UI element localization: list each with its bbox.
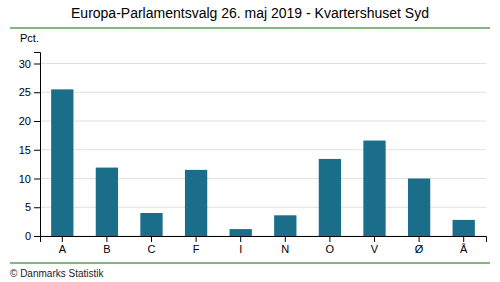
bar: [408, 179, 430, 237]
tick-mark: [196, 236, 197, 242]
title: Europa-Parlamentsvalg 26. maj 2019 - Kva…: [71, 5, 429, 21]
tick: 25: [19, 86, 40, 98]
tick-mark: [419, 236, 420, 242]
tick: C: [148, 236, 156, 255]
grid-line: [40, 121, 486, 122]
tick-mark: [34, 64, 40, 65]
separator: [10, 263, 490, 264]
tick: 10: [19, 173, 40, 185]
tick-label: 15: [19, 144, 31, 156]
tick-mark: [62, 236, 63, 242]
tick: Å: [460, 236, 468, 255]
grid-line: [40, 92, 486, 93]
tick: F: [193, 236, 200, 255]
tick-mark: [34, 150, 40, 151]
tick: 20: [19, 115, 40, 127]
tick: 5: [25, 201, 40, 213]
tick-label: V: [371, 243, 379, 255]
axis-line: [41, 237, 487, 243]
bar: [96, 168, 118, 236]
plot: 0 5 10 15 20 25 30 A B C F I N O V Ø Å: [19, 53, 487, 255]
tick-label: 10: [19, 173, 31, 185]
tick-mark: [374, 236, 375, 242]
y-axis: 0 5 10 15 20 25 30: [19, 53, 41, 243]
tick-label: I: [239, 243, 242, 255]
tick-label: F: [193, 243, 200, 255]
tick-label: Ø: [415, 243, 424, 255]
tick: N: [281, 236, 289, 255]
bars: [51, 89, 475, 236]
tick-label: N: [281, 243, 289, 255]
bar: [51, 89, 73, 236]
bar: [453, 220, 475, 236]
bar: [185, 170, 207, 236]
chart: Europa-Parlamentsvalg 26. maj 2019 - Kva…: [0, 0, 500, 282]
tick-label: B: [103, 243, 110, 255]
separator: [10, 28, 490, 29]
x-axis: ABCFINOVØÅ: [41, 236, 487, 255]
tick-mark: [151, 236, 152, 242]
tick-mark: [34, 207, 40, 208]
tick-mark: [463, 236, 464, 242]
tick-label: O: [326, 243, 335, 255]
tick-mark: [106, 236, 107, 242]
tick-mark: [240, 236, 241, 242]
tick-mark: [34, 179, 40, 180]
tick-mark: [34, 92, 40, 93]
bar: [140, 213, 162, 236]
tick-label: A: [59, 243, 67, 255]
tick: B: [103, 236, 110, 255]
bar: [363, 141, 385, 236]
tick-label: 20: [19, 115, 31, 127]
tick: 0: [25, 230, 40, 242]
tick: 30: [19, 58, 40, 70]
tick-mark: [329, 236, 330, 242]
grid: [40, 64, 486, 237]
grid-line: [40, 63, 486, 64]
bar: [319, 159, 341, 236]
tick-label: 0: [25, 230, 31, 242]
tick: Ø: [415, 236, 424, 255]
tick-label: Å: [460, 243, 468, 255]
tick: I: [239, 236, 242, 255]
bar: [230, 229, 252, 236]
tick: V: [371, 236, 379, 255]
tick: O: [326, 236, 335, 255]
bar: [274, 215, 296, 236]
tick-label: 30: [19, 58, 31, 70]
tick: A: [59, 236, 67, 255]
tick-label: 5: [25, 201, 31, 213]
tick-label: C: [148, 243, 156, 255]
axis-line: [34, 53, 41, 237]
tick-mark: [285, 236, 286, 242]
tick: 15: [19, 144, 40, 156]
tick-mark: [34, 121, 40, 122]
grid-line: [40, 149, 486, 150]
tick-label: 25: [19, 86, 31, 98]
tick-mark: [34, 236, 40, 237]
footer: © Danmarks Statistik: [10, 268, 105, 279]
y-label: Pct.: [20, 32, 39, 44]
